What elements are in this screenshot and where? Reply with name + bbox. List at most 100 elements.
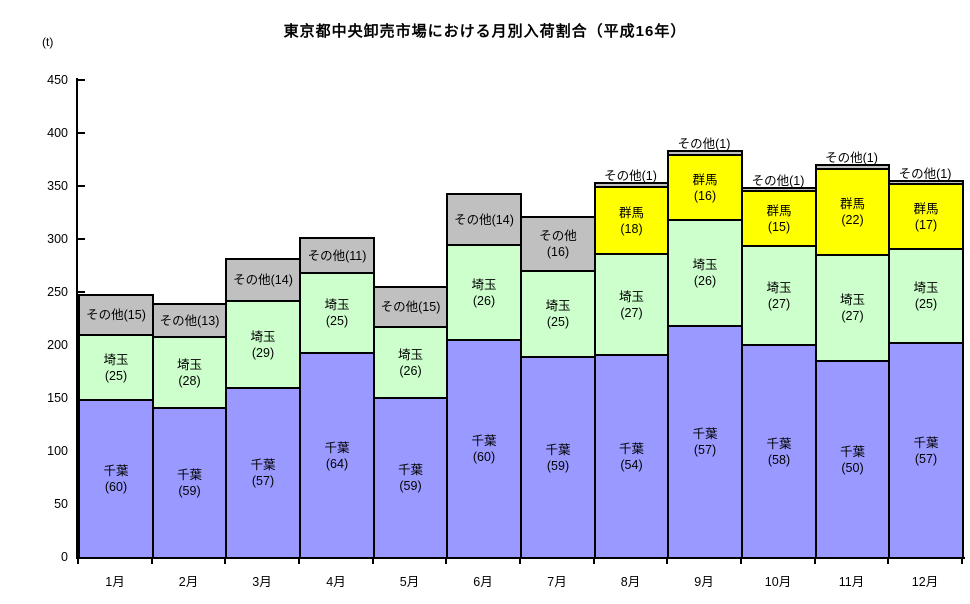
chart-title: 東京都中央卸売市場における月別入荷割合（平成16年） — [283, 23, 687, 40]
segment-label: 千葉 (54) — [618, 441, 644, 472]
bar-8月-segment-群馬: 群馬 (18) — [594, 186, 669, 255]
segment-label: 千葉 (59) — [176, 468, 202, 498]
bar-11月-segment-その他 — [815, 164, 890, 170]
segment-label: その他(14) — [454, 212, 514, 227]
bar-6月-segment-千葉: 千葉 (60) — [446, 339, 522, 559]
segment-label: その他(11) — [307, 248, 367, 263]
bar-7月-segment-埼玉: 埼玉 (25) — [520, 270, 596, 358]
bar-1月-segment-千葉: 千葉 (60) — [78, 399, 154, 559]
bar-11月-segment-千葉: 千葉 (50) — [815, 360, 890, 559]
x-tick-label-8月: 8月 — [620, 575, 641, 589]
y-tick-label: 250 — [47, 285, 68, 299]
above-bar-label-10月: その他(1) — [751, 174, 805, 188]
bar-6月-segment-その他: その他(14) — [446, 193, 522, 246]
segment-label: 千葉 (57) — [692, 427, 718, 457]
bar-3月-segment-その他: その他(14) — [225, 258, 301, 302]
x-tick-label-2月: 2月 — [178, 575, 199, 589]
segment-label: 埼玉 (28) — [176, 357, 202, 388]
y-axis-tick — [78, 79, 85, 81]
above-bar-label-12月: その他(1) — [898, 167, 952, 181]
bar-7月-segment-その他: その他 (16) — [520, 216, 596, 272]
x-axis-tick — [887, 559, 889, 564]
bar-3月-segment-埼玉: 埼玉 (29) — [225, 300, 301, 389]
y-tick-label: 350 — [47, 179, 68, 193]
above-bar-label-9月: その他(1) — [677, 137, 731, 151]
x-tick-label-10月: 10月 — [764, 575, 792, 589]
y-tick-label: 200 — [47, 338, 68, 352]
y-tick-label: 450 — [47, 73, 68, 87]
segment-label: 群馬 (18) — [618, 205, 644, 236]
x-axis-tick — [740, 559, 742, 564]
x-axis-tick — [666, 559, 668, 564]
x-axis-tick — [372, 559, 374, 564]
x-axis-tick — [519, 559, 521, 564]
segment-label: その他(15) — [380, 300, 441, 314]
y-axis-tick — [78, 238, 85, 240]
segment-label: 埼玉 (25) — [545, 299, 571, 329]
bar-8月-segment-埼玉: 埼玉 (27) — [594, 253, 669, 356]
bar-1月-segment-埼玉: 埼玉 (25) — [78, 334, 154, 401]
bar-10月-segment-埼玉: 埼玉 (27) — [741, 245, 817, 346]
bar-5月-segment-埼玉: 埼玉 (26) — [373, 326, 448, 399]
x-tick-label-9月: 9月 — [694, 575, 714, 589]
segment-label: 群馬 (15) — [766, 203, 792, 234]
x-axis-tick — [814, 559, 816, 564]
x-tick-label-7月: 7月 — [547, 575, 567, 589]
x-axis-tick — [151, 559, 153, 564]
bar-9月-segment-千葉: 千葉 (57) — [667, 325, 743, 559]
y-axis-unit-label: (t) — [42, 35, 54, 49]
x-axis-tick — [445, 559, 447, 564]
x-axis-tick — [961, 559, 963, 564]
bar-11月-segment-埼玉: 埼玉 (27) — [815, 254, 890, 362]
segment-label: その他 (16) — [539, 229, 577, 259]
bar-12月-segment-千葉: 千葉 (57) — [888, 342, 964, 559]
segment-label: 埼玉 (27) — [766, 280, 792, 311]
x-axis-tick — [298, 559, 300, 564]
y-axis-tick — [78, 185, 85, 187]
above-bar-label-8月: その他(1) — [604, 169, 657, 183]
y-axis-tick — [78, 291, 85, 293]
bar-2月-segment-その他: その他(13) — [152, 303, 227, 338]
bar-9月-segment-その他 — [667, 150, 743, 156]
bar-12月-segment-その他 — [888, 180, 964, 185]
bar-12月-segment-埼玉: 埼玉 (25) — [888, 248, 964, 344]
x-tick-label-6月: 6月 — [473, 575, 493, 589]
segment-label: その他(14) — [233, 273, 293, 287]
y-axis-line — [76, 78, 78, 559]
bar-5月-segment-その他: その他(15) — [373, 286, 448, 328]
bar-8月-segment-千葉: 千葉 (54) — [594, 354, 669, 559]
segment-label: 埼玉 (29) — [250, 329, 276, 360]
segment-label: 埼玉 (27) — [839, 293, 865, 323]
segment-label: 千葉 (64) — [324, 440, 350, 471]
y-tick-label: 50 — [54, 497, 68, 511]
bar-9月-segment-群馬: 群馬 (16) — [667, 154, 743, 221]
segment-label: 千葉 (59) — [397, 463, 423, 493]
segment-label: 千葉 (58) — [766, 436, 792, 467]
above-bar-label-11月: その他(1) — [825, 151, 878, 165]
x-tick-label-3月: 3月 — [252, 575, 272, 589]
x-axis-tick — [77, 559, 79, 564]
x-tick-label-4月: 4月 — [326, 575, 346, 589]
bar-4月-segment-千葉: 千葉 (64) — [299, 352, 375, 559]
y-tick-label: 0 — [61, 550, 68, 564]
bar-5月-segment-千葉: 千葉 (59) — [373, 397, 448, 559]
segment-label: 群馬 (16) — [692, 172, 718, 203]
y-axis-tick — [78, 132, 85, 134]
bar-1月-segment-その他: その他(15) — [78, 294, 154, 336]
segment-label: 埼玉 (27) — [618, 289, 644, 320]
bar-9月-segment-埼玉: 埼玉 (26) — [667, 219, 743, 327]
segment-label: 埼玉 (26) — [692, 258, 718, 288]
segment-label: 千葉 (59) — [545, 442, 571, 473]
segment-label: 埼玉 (25) — [324, 298, 350, 328]
segment-label: 千葉 (57) — [250, 458, 276, 488]
y-tick-label: 400 — [47, 126, 68, 140]
segment-label: 埼玉 (25) — [913, 281, 939, 311]
bar-2月-segment-埼玉: 埼玉 (28) — [152, 336, 227, 409]
x-tick-label-5月: 5月 — [399, 575, 420, 589]
segment-label: 千葉 (50) — [839, 444, 865, 475]
segment-label: 群馬 (22) — [839, 197, 865, 227]
bar-12月-segment-群馬: 群馬 (17) — [888, 183, 964, 250]
bar-10月-segment-群馬: 群馬 (15) — [741, 190, 817, 247]
x-tick-label-1月: 1月 — [105, 575, 125, 589]
